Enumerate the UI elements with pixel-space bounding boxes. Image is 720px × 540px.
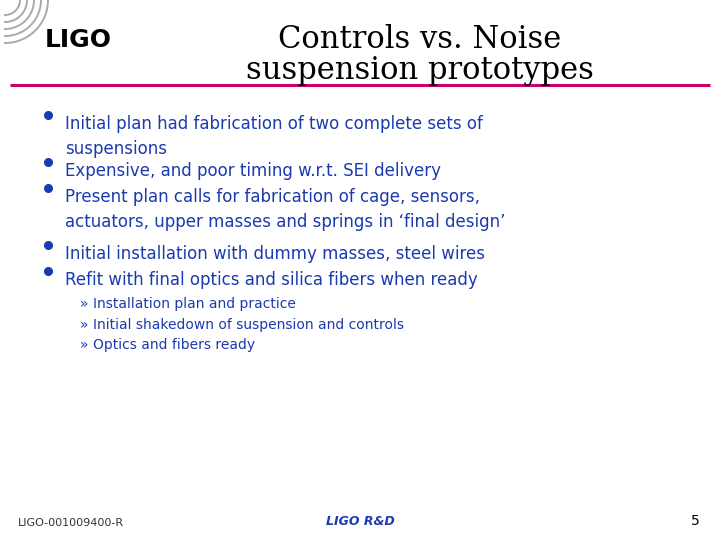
Text: LIGO-001009400-R: LIGO-001009400-R	[18, 518, 124, 528]
Text: LIGO R&D: LIGO R&D	[325, 515, 395, 528]
Text: »: »	[80, 318, 89, 332]
Text: Controls vs. Noise: Controls vs. Noise	[279, 24, 562, 56]
Text: Present plan calls for fabrication of cage, sensors,
actuators, upper masses and: Present plan calls for fabrication of ca…	[65, 188, 505, 231]
Text: Installation plan and practice: Installation plan and practice	[93, 297, 296, 311]
Text: Expensive, and poor timing w.r.t. SEI delivery: Expensive, and poor timing w.r.t. SEI de…	[65, 162, 441, 180]
Text: Initial shakedown of suspension and controls: Initial shakedown of suspension and cont…	[93, 318, 404, 332]
Text: »: »	[80, 338, 89, 352]
Text: »: »	[80, 297, 89, 311]
Text: Refit with final optics and silica fibers when ready: Refit with final optics and silica fiber…	[65, 271, 478, 289]
Text: 5: 5	[691, 514, 700, 528]
Text: Initial plan had fabrication of two complete sets of
suspensions: Initial plan had fabrication of two comp…	[65, 115, 483, 158]
Text: suspension prototypes: suspension prototypes	[246, 55, 594, 85]
Text: Optics and fibers ready: Optics and fibers ready	[93, 338, 255, 352]
Text: LIGO: LIGO	[45, 28, 112, 52]
Text: Initial installation with dummy masses, steel wires: Initial installation with dummy masses, …	[65, 245, 485, 263]
